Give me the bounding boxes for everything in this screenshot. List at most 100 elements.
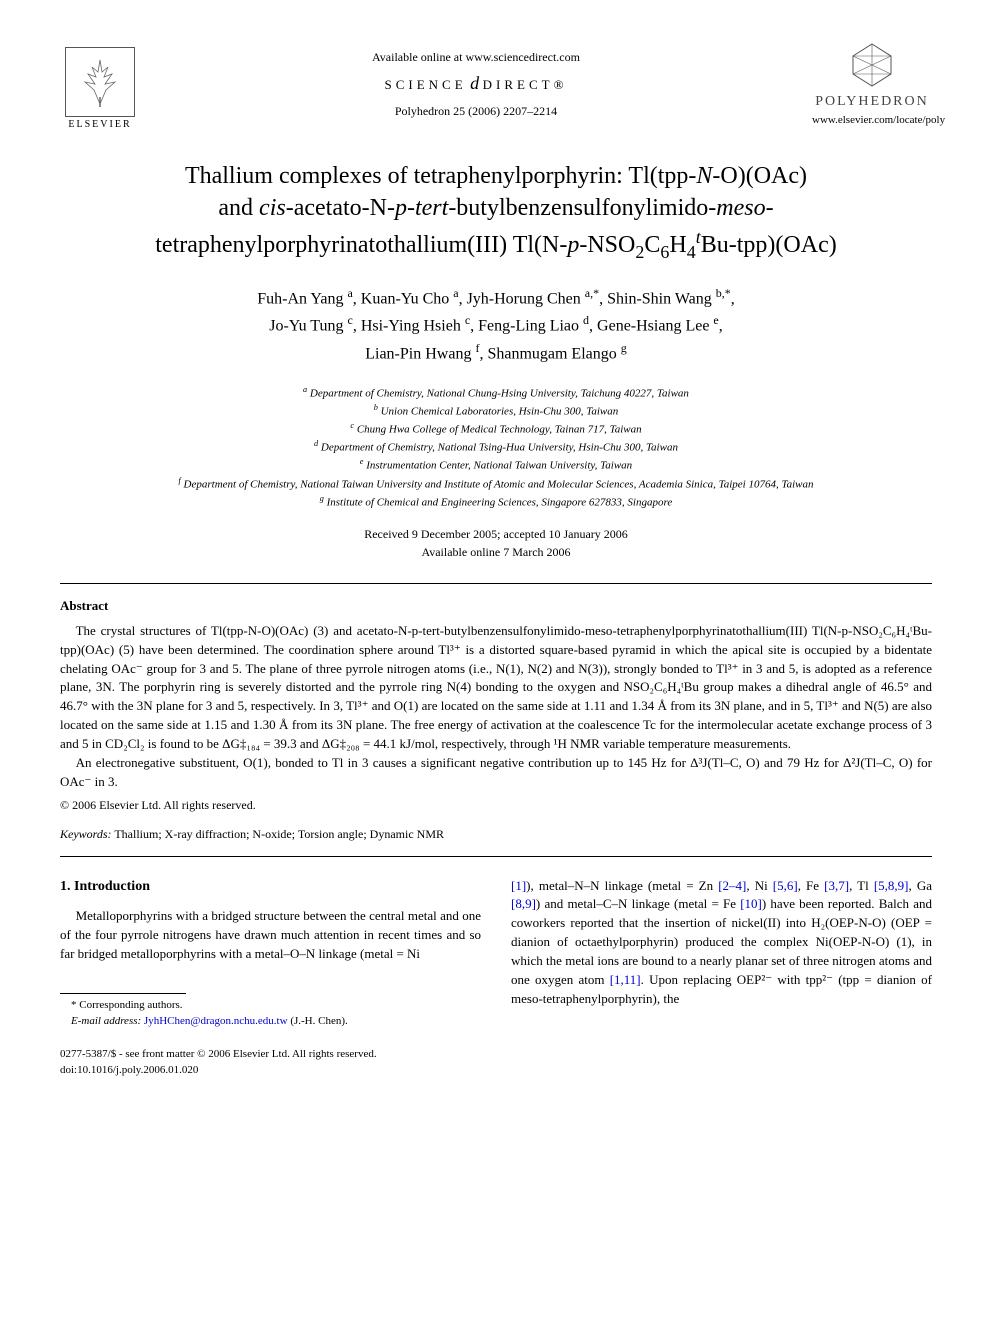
- affil-g: Institute of Chemical and Engineering Sc…: [327, 496, 673, 508]
- bottom-block: 0277-5387/$ - see front matter © 2006 El…: [60, 1047, 932, 1078]
- article-title: Thallium complexes of tetraphenylporphyr…: [80, 160, 912, 264]
- left-column: 1. Introduction Metalloporphyrins with a…: [60, 877, 481, 1030]
- affil-e: Instrumentation Center, National Taiwan …: [366, 460, 632, 472]
- journal-logo-block: POLYHEDRON www.elsevier.com/locate/poly: [812, 40, 932, 126]
- dates-block: Received 9 December 2005; accepted 10 Ja…: [60, 525, 932, 561]
- rule-bottom: [60, 856, 932, 857]
- two-column-body: 1. Introduction Metalloporphyrins with a…: [60, 877, 932, 1030]
- title-l3b: p: [567, 232, 579, 258]
- author-6: , Hsi-Ying Hsieh: [353, 318, 465, 335]
- author-3: , Jyh-Horung Chen: [459, 290, 585, 307]
- author-7: , Feng-Ling Liao: [470, 318, 583, 335]
- email-label: E-mail address:: [71, 1015, 141, 1027]
- authors-block: Fuh-An Yang a, Kuan-Yu Cho a, Jyh-Horung…: [100, 284, 892, 366]
- polyhedron-icon: [847, 40, 897, 90]
- ref-1-11[interactable]: [1,11]: [610, 972, 641, 987]
- title-l2d: p-tert: [395, 195, 448, 221]
- intro-right-para: [1]), metal–N–N linkage (metal = Zn [2–4…: [511, 877, 932, 1009]
- author-4: , Shin-Shin Wang: [599, 290, 716, 307]
- elsevier-logo: ELSEVIER: [60, 40, 140, 130]
- title-l2c: -acetato-N-: [286, 195, 395, 221]
- author-1: Fuh-An Yang: [257, 290, 347, 307]
- author-4-aff: b,*: [716, 286, 731, 300]
- ir-j: , Ga: [909, 878, 933, 893]
- corr-text: Corresponding authors.: [79, 999, 182, 1011]
- footnote-corr: * Corresponding authors.: [60, 998, 481, 1013]
- elsevier-tree-icon: [65, 47, 135, 117]
- available-online-text: Available online at www.sciencedirect.co…: [140, 50, 812, 65]
- ref-8-9[interactable]: [8,9]: [511, 896, 536, 911]
- title-l1c: -O)(OAc): [712, 163, 807, 189]
- ir-d: , Ni: [746, 878, 772, 893]
- header-row: ELSEVIER Available online at www.science…: [60, 40, 932, 130]
- abstract-body: The crystal structures of Tl(tpp-N-O)(OA…: [60, 622, 932, 792]
- affil-f: Department of Chemistry, National Taiwan…: [184, 478, 814, 490]
- title-l1b: N: [696, 163, 712, 189]
- rule-top: [60, 583, 932, 584]
- title-l3e: C: [644, 232, 660, 258]
- journal-name: POLYHEDRON: [812, 94, 932, 110]
- bottom-line1: 0277-5387/$ - see front matter © 2006 El…: [60, 1048, 377, 1060]
- title-l3a: tetraphenylporphyrinatothallium(III) Tl(…: [155, 232, 567, 258]
- ref-10[interactable]: [10]: [740, 896, 762, 911]
- sd-left: SCIENCE: [385, 77, 467, 92]
- author-9: Lian-Pin Hwang: [365, 345, 475, 362]
- author-10: , Shanmugam Elango: [479, 345, 620, 362]
- ir-l: ) and metal–C–N linkage (metal = Fe: [536, 896, 740, 911]
- ref-1[interactable]: [1]: [511, 878, 526, 893]
- journal-url: www.elsevier.com/locate/poly: [812, 114, 932, 126]
- title-l3j: Bu-tpp)(OAc): [701, 232, 837, 258]
- right-column: [1]), metal–N–N linkage (metal = Zn [2–4…: [511, 877, 932, 1030]
- author-2: , Kuan-Yu Cho: [353, 290, 453, 307]
- keywords-text: Thallium; X-ray diffraction; N-oxide; To…: [112, 827, 444, 841]
- abstract-heading: Abstract: [60, 598, 932, 614]
- affil-c: Chung Hwa College of Medical Technology,…: [357, 424, 642, 436]
- citation: Polyhedron 25 (2006) 2207–2214: [140, 104, 812, 119]
- online-date: Available online 7 March 2006: [421, 545, 570, 559]
- title-l2b: cis: [259, 195, 286, 221]
- copyright: © 2006 Elsevier Ltd. All rights reserved…: [60, 798, 932, 813]
- ref-5-8-9[interactable]: [5,8,9]: [874, 878, 909, 893]
- author-8-aff: e: [713, 313, 718, 327]
- ref-2-4[interactable]: [2–4]: [718, 878, 746, 893]
- affil-d: Department of Chemistry, National Tsing-…: [321, 442, 678, 454]
- page-container: ELSEVIER Available online at www.science…: [0, 0, 992, 1118]
- ir-b: ), metal–N–N linkage (metal = Zn: [526, 878, 718, 893]
- sd-right: DIRECT®: [483, 77, 568, 92]
- email-who: (J.-H. Chen).: [288, 1015, 348, 1027]
- author-5: Jo-Yu Tung: [269, 318, 347, 335]
- keywords-label: Keywords:: [60, 827, 112, 841]
- title-l1a: Thallium complexes of tetraphenylporphyr…: [185, 163, 696, 189]
- title-l3g: H: [669, 232, 686, 258]
- abstract-p2: An electronegative substituent, O(1), bo…: [60, 754, 932, 792]
- header-center: Available online at www.sciencedirect.co…: [140, 40, 812, 119]
- title-l2a: and: [218, 195, 259, 221]
- intro-left-para: Metalloporphyrins with a bridged structu…: [60, 907, 481, 964]
- bottom-line2: doi:10.1016/j.poly.2006.01.020: [60, 1064, 198, 1076]
- intro-heading: 1. Introduction: [60, 877, 481, 897]
- footnote-rule: [60, 993, 186, 994]
- title-l3c: -NSO: [579, 232, 635, 258]
- affil-b: Union Chemical Laboratories, Hsin-Chu 30…: [381, 406, 619, 418]
- elsevier-label: ELSEVIER: [68, 119, 131, 130]
- abstract-p1: The crystal structures of Tl(tpp-N-O)(OA…: [60, 622, 932, 754]
- email-link[interactable]: JyhHChen@dragon.nchu.edu.tw: [144, 1015, 288, 1027]
- author-8: , Gene-Hsiang Lee: [589, 318, 713, 335]
- sciencedirect-logo: SCIENCE d DIRECT®: [140, 73, 812, 94]
- author-10-aff: g: [621, 341, 627, 355]
- ir-h: , Tl: [849, 878, 874, 893]
- received-date: Received 9 December 2005; accepted 10 Ja…: [364, 527, 628, 541]
- keywords-block: Keywords: Thallium; X-ray diffraction; N…: [60, 827, 932, 842]
- tree-icon: [70, 52, 130, 112]
- footnote-email: E-mail address: JyhHChen@dragon.nchu.edu…: [60, 1014, 481, 1029]
- sd-d-icon: d: [470, 73, 479, 93]
- title-l2f: meso: [716, 195, 765, 221]
- ref-3-7[interactable]: [3,7]: [824, 878, 849, 893]
- ref-5-6[interactable]: [5,6]: [773, 878, 798, 893]
- title-l2e: -butylbenzensulfonylimido-: [448, 195, 716, 221]
- ir-f: , Fe: [798, 878, 824, 893]
- affil-a: Department of Chemistry, National Chung-…: [310, 388, 689, 400]
- title-l2g: -: [766, 195, 774, 221]
- author-3-aff: a,*: [585, 286, 599, 300]
- title-l3h: 4: [687, 242, 696, 262]
